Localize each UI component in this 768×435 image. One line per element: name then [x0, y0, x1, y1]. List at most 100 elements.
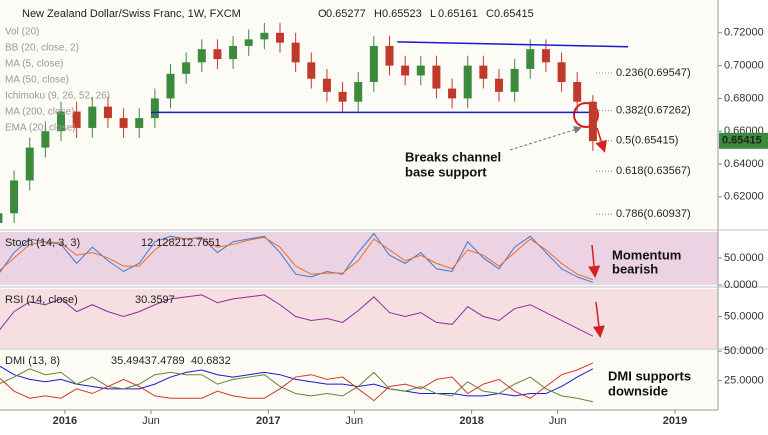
- fib-label: 0.786(0.60937): [616, 208, 691, 220]
- indicator-label: MA (200, close): [5, 107, 74, 118]
- y-tick-label: 0.0000: [724, 279, 758, 291]
- chart-title: New Zealand Dollar/Swiss Franc, 1W, FXCM: [22, 8, 241, 20]
- ohlc-value: 0.65523: [382, 8, 422, 20]
- x-tick-label: Jun: [142, 415, 160, 427]
- x-tick-label: 2018: [459, 415, 483, 427]
- candle-body: [588, 101, 597, 142]
- legend-value: 40.6832: [191, 355, 231, 367]
- candle-body: [41, 131, 50, 148]
- candle-body: [401, 65, 410, 76]
- legend-value: 7.4789: [151, 355, 185, 367]
- candle-body: [463, 65, 472, 99]
- candle-body: [385, 45, 394, 66]
- candle-body: [119, 118, 128, 128]
- fib-label: 0.618(0.63567): [616, 165, 691, 177]
- y-tick-label: 50.0000: [724, 310, 764, 322]
- y-tick-label: 25.0000: [724, 374, 764, 386]
- ohlc-value: 0.65415: [494, 8, 534, 20]
- fib-label: 0.382(0.67262): [616, 104, 691, 116]
- legend-value: 30.3597: [135, 294, 175, 306]
- candle-body: [416, 65, 425, 76]
- candle-body: [276, 32, 285, 43]
- indicator-label: BB (20, close, 2): [5, 43, 79, 54]
- candle-body: [229, 45, 238, 60]
- candle-body: [244, 39, 253, 46]
- fib-label: 0.5(0.65415): [616, 135, 678, 147]
- indicator-label: Vol (20): [5, 27, 39, 38]
- y-tick-label: 0.68000: [724, 92, 764, 104]
- indicator-label: EMA (20, close): [5, 123, 76, 134]
- x-tick-label: 2017: [256, 415, 280, 427]
- series-line: [0, 294, 594, 337]
- series-line: [0, 362, 594, 402]
- candle-body: [213, 49, 222, 60]
- candle-body: [338, 91, 347, 102]
- x-tick-label: Jun: [549, 415, 567, 427]
- candle-body: [10, 180, 19, 214]
- candle-body: [135, 118, 144, 128]
- arrow: [595, 127, 607, 153]
- candle-body: [307, 62, 316, 79]
- pane-title: RSI (14, close): [5, 294, 78, 306]
- arrow: [588, 244, 601, 278]
- candle-body: [573, 82, 582, 102]
- annotation: DMI supports: [608, 368, 691, 383]
- stoch-pane: [0, 232, 718, 285]
- dmi-pane: [0, 350, 718, 410]
- ohlc-key: H: [374, 8, 382, 20]
- annotation: Breaks channel: [405, 149, 501, 164]
- candle-body: [25, 147, 34, 181]
- candle-body: [182, 62, 191, 74]
- annotation: downside: [608, 383, 668, 398]
- candle-body: [88, 106, 97, 128]
- ohlc-key: O: [318, 8, 327, 20]
- x-tick-label: 2019: [663, 415, 687, 427]
- ohlc-value: 0.65277: [326, 8, 366, 20]
- candle-body: [166, 73, 175, 99]
- rsi-pane: [0, 289, 718, 348]
- y-tick-label: 0.70000: [724, 60, 764, 72]
- candle-body: [150, 98, 159, 119]
- fib-label: 0.236(0.69547): [616, 67, 691, 79]
- ohlc-value: 0.65161: [438, 8, 478, 20]
- pane-title: Stoch (14, 3, 3): [5, 237, 80, 249]
- legend-value: 35.4943: [111, 355, 151, 367]
- candle-body: [369, 45, 378, 83]
- last-price-box: [719, 132, 768, 149]
- candle-body: [510, 68, 519, 92]
- arrow: [592, 301, 605, 338]
- indicator-label: MA (5, close): [5, 59, 63, 70]
- legend-value: 12.7651: [181, 237, 221, 249]
- pane-title: DMI (13, 8): [5, 355, 60, 367]
- candle-body: [57, 111, 66, 132]
- candle-body: [495, 78, 504, 92]
- y-tick-label: 50.0000: [724, 252, 764, 264]
- highlight-circle: [573, 102, 599, 128]
- candle-body: [0, 213, 3, 224]
- y-tick-label: 0.72000: [724, 27, 764, 39]
- ohlc-key: L: [430, 8, 436, 20]
- annotation: Momentum: [612, 247, 681, 262]
- candle-body: [541, 49, 550, 63]
- candle-body: [197, 49, 206, 63]
- candle-body: [291, 42, 300, 63]
- series-line: [0, 236, 594, 281]
- annotation: base support: [405, 164, 487, 179]
- x-tick-label: 2016: [53, 415, 77, 427]
- candle-body: [103, 106, 112, 119]
- trend-line: [397, 41, 629, 48]
- y-tick-label: 50.0000: [724, 345, 764, 357]
- arrow: [509, 125, 582, 151]
- candle-body: [557, 62, 566, 83]
- indicator-label: Ichimoku (9, 26, 52, 26): [5, 91, 110, 102]
- series-line: [0, 365, 594, 397]
- candle-body: [72, 111, 81, 128]
- candle-body: [260, 32, 269, 40]
- x-tick-label: Jun: [345, 415, 363, 427]
- y-tick-label: 0.62000: [724, 191, 764, 203]
- y-tick-label: 0.64000: [724, 158, 764, 170]
- indicator-label: MA (50, close): [5, 75, 69, 86]
- candle-body: [354, 82, 363, 102]
- candle-body: [432, 65, 441, 89]
- candle-body: [526, 49, 535, 69]
